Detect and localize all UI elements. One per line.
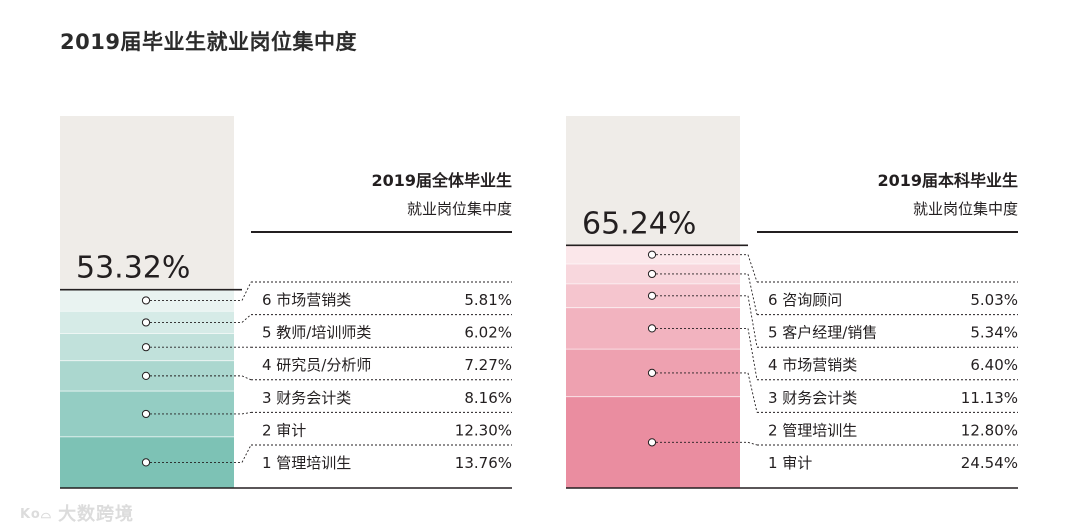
segment-marker — [141, 296, 151, 305]
segment-marker — [647, 438, 657, 447]
total-percentage: 65.24% — [582, 206, 696, 241]
leader-line — [150, 281, 252, 301]
chart-title: 2019届本科毕业生 — [877, 171, 1018, 190]
item-value: 5.34% — [970, 324, 1018, 342]
segment-marker — [647, 324, 657, 333]
chart-subtitle: 就业岗位集中度 — [407, 200, 512, 218]
item-value: 6.02% — [464, 324, 512, 342]
segment-marker — [647, 250, 657, 259]
item-label: 4 研究员/分析师 — [262, 356, 371, 374]
chart-subtitle: 就业岗位集中度 — [913, 200, 1018, 218]
leader-line — [150, 314, 252, 323]
segment-marker — [141, 409, 151, 419]
item-value: 12.30% — [455, 421, 512, 439]
item-label: 5 客户经理/销售 — [768, 324, 877, 342]
watermark: Ko⌓ 大数跨境 — [20, 500, 134, 526]
leader-line — [150, 375, 252, 381]
chart-all-graduates: 2019届全体毕业生就业岗位集中度 53.32% 6 市场营销类 5.81% 5 教师/… — [0, 0, 512, 531]
item-value: 6.40% — [970, 356, 1018, 374]
item-value: 11.13% — [961, 389, 1018, 407]
leader-line — [656, 295, 758, 348]
item-label: 4 市场营销类 — [768, 356, 857, 374]
leader-line — [656, 273, 758, 315]
leader-line — [656, 372, 758, 413]
item-label: 1 审计 — [768, 454, 812, 472]
watermark-text: 大数跨境 — [58, 504, 135, 525]
watermark-logo: Ko⌓ — [20, 507, 53, 522]
item-label: 1 管理培训生 — [262, 454, 351, 472]
item-value: 12.80% — [961, 421, 1018, 439]
segment-marker — [141, 343, 151, 352]
leader-line — [656, 254, 758, 283]
total-percentage: 53.32% — [76, 251, 190, 286]
item-label: 2 审计 — [262, 421, 306, 439]
segment-marker — [141, 318, 151, 327]
item-value: 5.03% — [970, 291, 1018, 309]
item-label: 6 咨询顾问 — [768, 291, 842, 309]
item-label: 3 财务会计类 — [262, 389, 351, 407]
leader-line — [150, 411, 252, 415]
segment-marker — [647, 269, 657, 279]
item-label: 3 财务会计类 — [768, 389, 857, 407]
segment-marker — [141, 458, 151, 467]
leader-line — [150, 444, 252, 463]
item-value: 24.54% — [961, 454, 1018, 472]
item-label: 5 教师/培训师类 — [262, 324, 371, 342]
page-title: 2019届毕业生就业岗位集中度 — [60, 30, 357, 54]
item-label: 2 管理培训生 — [768, 421, 857, 439]
leader-line — [656, 441, 758, 446]
leader-line — [656, 327, 758, 380]
item-value: 8.16% — [464, 389, 512, 407]
chart-undergraduates: 2019届本科毕业生就业岗位集中度 65.24% 6 咨询顾问 5.03% 5 客户经理… — [506, 0, 1018, 531]
segment-marker — [647, 368, 657, 378]
item-value: 7.27% — [464, 356, 512, 374]
item-value: 13.76% — [455, 454, 512, 472]
segment-marker — [647, 291, 657, 300]
segment-marker — [141, 371, 151, 380]
chart-title: 2019届全体毕业生 — [371, 171, 512, 190]
item-label: 6 市场营销类 — [262, 291, 351, 309]
item-value: 5.81% — [464, 291, 512, 309]
